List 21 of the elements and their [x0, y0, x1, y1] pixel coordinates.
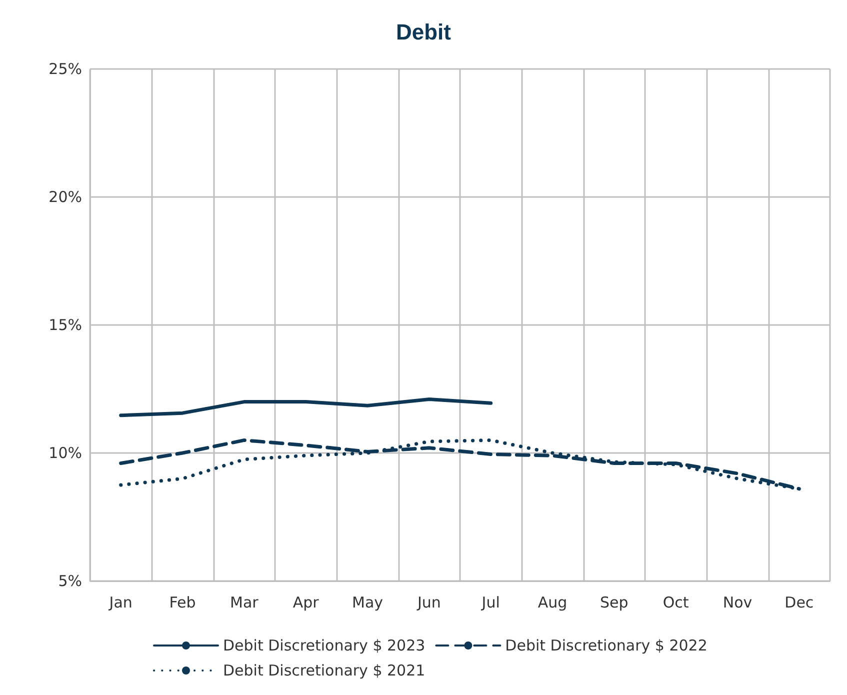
x-tick-label: Dec: [784, 594, 814, 612]
y-tick-label: 5%: [58, 572, 82, 590]
y-tick-label: 20%: [48, 188, 82, 206]
legend-label: Debit Discretionary $ 2022: [505, 636, 708, 654]
x-tick-label: Feb: [169, 594, 196, 612]
legend-label: Debit Discretionary $ 2021: [223, 662, 426, 680]
x-tick-label: Sep: [600, 594, 628, 612]
x-tick-label: Jan: [108, 594, 132, 612]
x-tick-label: Oct: [662, 594, 689, 612]
chart-title: Debit: [396, 20, 452, 44]
x-tick-label: Apr: [292, 594, 320, 612]
x-tick-label: Mar: [230, 594, 260, 612]
x-tick-label: Nov: [722, 594, 752, 612]
x-tick-label: Jul: [480, 594, 500, 612]
y-tick-label: 10%: [48, 444, 82, 462]
y-tick-label: 25%: [48, 60, 82, 78]
y-tick-label: 15%: [48, 316, 82, 334]
x-tick-label: Jun: [416, 594, 441, 612]
x-tick-label: May: [352, 594, 384, 612]
x-tick-label: Aug: [538, 594, 568, 612]
legend-label: Debit Discretionary $ 2023: [223, 636, 426, 654]
